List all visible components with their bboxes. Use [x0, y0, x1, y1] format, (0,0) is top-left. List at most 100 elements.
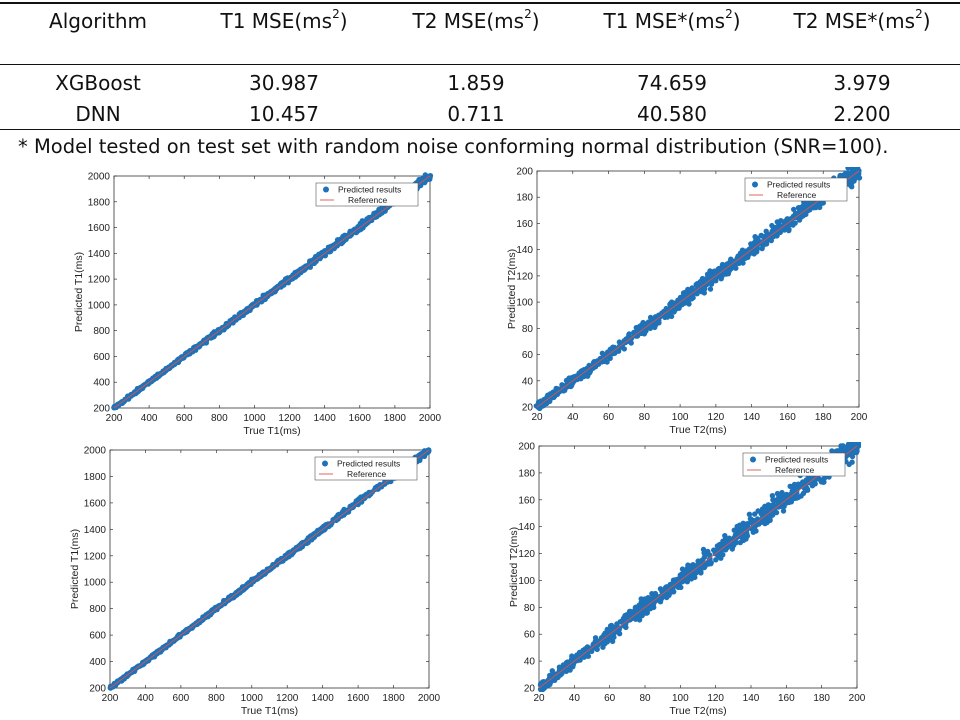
data-point — [791, 481, 798, 488]
y-tick-label: 160 — [518, 495, 535, 506]
data-point — [846, 461, 852, 468]
header-t2-mse-noise: T2 MSE*(ms2) — [793, 7, 931, 33]
data-point — [846, 442, 852, 444]
data-point — [780, 508, 787, 514]
cell-algorithm: DNN — [75, 102, 121, 126]
table-mid-rule — [0, 64, 960, 65]
data-point — [845, 173, 851, 179]
x-tick-label: 2000 — [418, 693, 441, 704]
legend-label-predicted: Predicted results — [338, 185, 401, 195]
y-tick-label: 1600 — [88, 223, 111, 234]
data-point — [754, 249, 760, 255]
y-tick-label: 140 — [516, 245, 533, 256]
data-point — [584, 373, 591, 379]
y-axis-label: Predicted T2(ms) — [506, 249, 518, 329]
y-tick-label: 1200 — [84, 551, 107, 562]
x-tick-label: 1400 — [314, 413, 337, 424]
cell-t2-mse-noise: 3.979 — [833, 71, 891, 95]
data-point — [821, 475, 828, 481]
y-tick-label: 1000 — [88, 300, 111, 311]
data-point — [731, 542, 737, 548]
data-point — [851, 436, 856, 441]
y-tick-label: 40 — [522, 376, 534, 387]
data-point — [380, 205, 386, 212]
data-point — [850, 448, 857, 455]
data-point — [667, 301, 674, 307]
x-tick-label: 1600 — [347, 693, 370, 704]
data-point — [652, 314, 659, 320]
y-tick-label: 200 — [89, 684, 106, 695]
y-tick-label: 80 — [524, 603, 536, 614]
data-point — [790, 222, 796, 228]
data-point — [606, 636, 612, 642]
x-tick-label: 160 — [779, 412, 796, 423]
data-point — [717, 553, 724, 559]
data-point — [662, 584, 669, 591]
data-point — [684, 579, 690, 585]
legend-box — [315, 182, 419, 207]
y-tick-label: 2000 — [84, 446, 107, 457]
x-tick-label: 1000 — [241, 693, 264, 704]
data-point — [668, 313, 675, 320]
data-point — [302, 263, 309, 269]
legend-label-reference: Reference — [348, 195, 387, 205]
y-tick-label: 80 — [522, 324, 534, 335]
legend-label-predicted: Predicted results — [765, 455, 828, 465]
data-point — [537, 405, 543, 411]
y-tick-label: 1800 — [84, 472, 107, 483]
legend-label-reference: Reference — [777, 190, 816, 200]
data-point — [686, 565, 692, 571]
data-point — [608, 622, 615, 629]
data-point — [307, 264, 313, 270]
data-point — [296, 270, 302, 277]
header-t1-mse: T1 MSE(ms2) — [220, 7, 348, 33]
data-point — [649, 591, 655, 597]
y-tick-label: 20 — [524, 684, 536, 695]
legend-point-marker — [752, 181, 758, 188]
data-point — [362, 222, 368, 228]
data-point — [768, 237, 774, 244]
data-point — [721, 262, 727, 268]
data-point — [763, 228, 769, 234]
data-point — [578, 373, 585, 379]
data-point — [571, 378, 577, 384]
y-tick-label: 1400 — [88, 249, 111, 260]
y-tick-label: 160 — [516, 219, 533, 230]
x-tick-label: 600 — [176, 413, 193, 424]
x-tick-label: 100 — [672, 412, 689, 423]
data-point — [754, 244, 760, 250]
table-row: XGBoost 30.987 1.859 74.659 3.979 — [0, 68, 960, 98]
data-point — [563, 660, 570, 666]
x-tick-label: 180 — [815, 412, 832, 423]
legend-point-marker — [750, 456, 756, 463]
legend-label-predicted: Predicted results — [767, 180, 830, 190]
data-point — [192, 347, 198, 353]
y-tick-label: 400 — [93, 378, 110, 389]
y-tick-label: 1000 — [84, 578, 107, 589]
data-point — [722, 533, 728, 539]
y-tick-label: 2000 — [88, 172, 111, 183]
data-point — [693, 289, 699, 295]
data-point — [740, 248, 747, 255]
y-tick-label: 20 — [522, 403, 534, 414]
x-tick-label: 600 — [173, 693, 190, 704]
data-point — [241, 309, 247, 315]
y-tick-label: 180 — [518, 468, 535, 479]
header-t2-mse: T2 MSE(ms2) — [412, 7, 540, 33]
data-point — [245, 305, 252, 311]
header-algorithm: Algorithm — [49, 9, 147, 33]
data-point — [647, 606, 653, 612]
data-point — [626, 331, 632, 337]
legend-label-reference: Reference — [775, 465, 814, 475]
x-axis-label: True T1(ms) — [241, 705, 298, 717]
data-point — [851, 434, 856, 439]
table-bottom-rule — [0, 129, 960, 130]
x-tick-label: 1800 — [382, 693, 405, 704]
data-point — [686, 573, 692, 580]
cell-t1-mse-noise: 40.580 — [637, 102, 707, 126]
x-axis-label: True T1(ms) — [243, 425, 300, 437]
table-footnote: * Model tested on test set with random n… — [18, 135, 889, 158]
